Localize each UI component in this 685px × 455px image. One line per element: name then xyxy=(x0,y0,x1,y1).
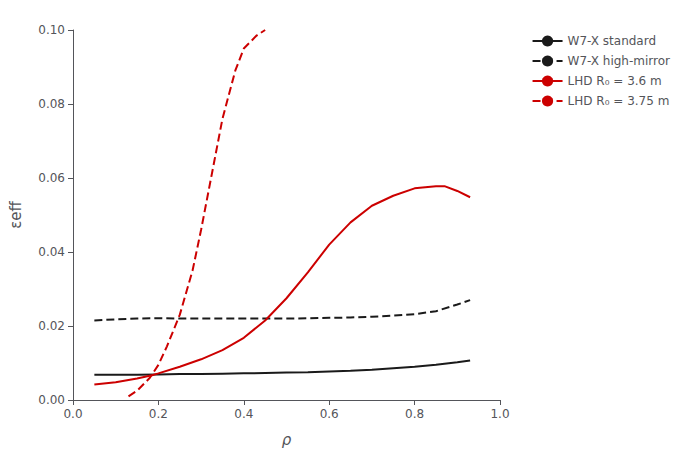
svg-text:εeff: εeff xyxy=(7,200,25,228)
svg-text:LHD R₀ = 3.6 m: LHD R₀ = 3.6 m xyxy=(568,74,662,88)
svg-text:1.0: 1.0 xyxy=(490,407,509,421)
svg-text:0.08: 0.08 xyxy=(38,97,65,111)
svg-text:0.04: 0.04 xyxy=(38,245,65,259)
svg-text:0.02: 0.02 xyxy=(38,319,65,333)
svg-text:W7-X high-mirror: W7-X high-mirror xyxy=(568,54,671,68)
svg-text:0.00: 0.00 xyxy=(38,393,65,407)
svg-text:0.10: 0.10 xyxy=(38,23,65,37)
svg-text:W7-X standard: W7-X standard xyxy=(568,34,657,48)
svg-text:0.2: 0.2 xyxy=(149,407,168,421)
svg-text:0.06: 0.06 xyxy=(38,171,65,185)
svg-text:0.4: 0.4 xyxy=(234,407,253,421)
svg-text:ρ: ρ xyxy=(282,431,292,449)
svg-text:0.8: 0.8 xyxy=(405,407,424,421)
svg-text:0.0: 0.0 xyxy=(63,407,82,421)
svg-text:0.6: 0.6 xyxy=(320,407,339,421)
svg-text:LHD R₀ = 3.75 m: LHD R₀ = 3.75 m xyxy=(568,94,670,108)
